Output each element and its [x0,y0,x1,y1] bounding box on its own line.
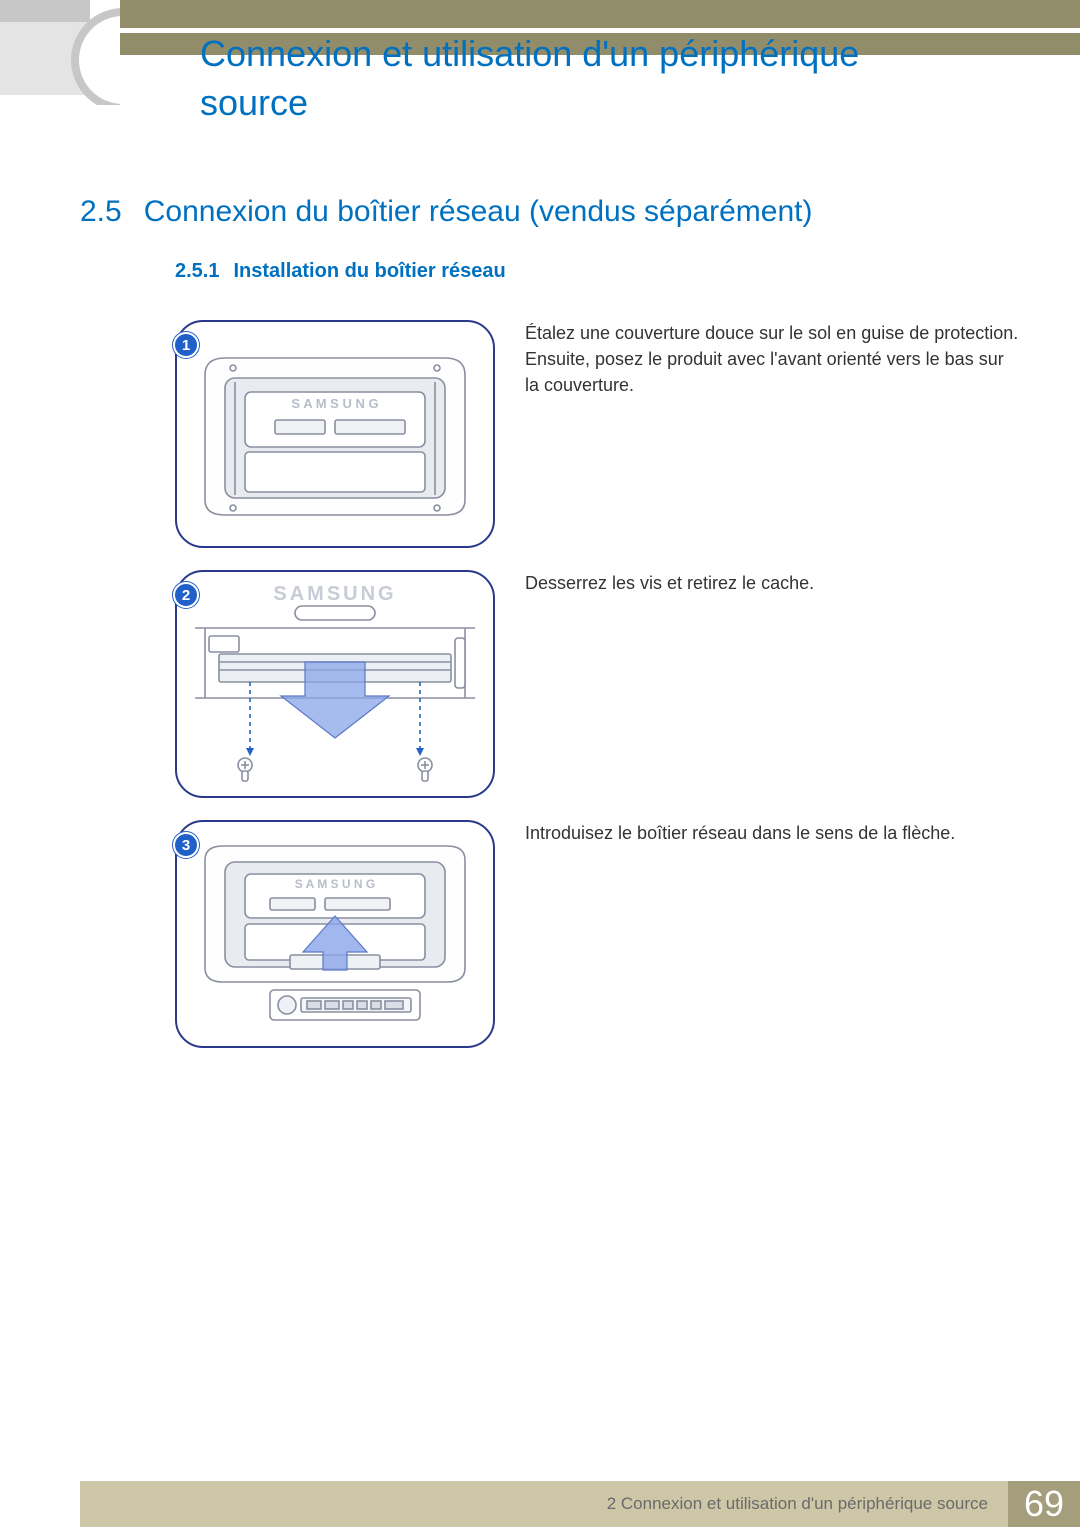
footer-text: 2 Connexion et utilisation d'un périphér… [80,1481,1008,1527]
figure-svg: SAMSUNG [175,570,495,798]
chapter-title: Connexion et utilisation d'un périphériq… [200,30,960,127]
step-text: Étalez une couverture douce sur le sol e… [525,320,1020,548]
step-figure: 1 S A M S U N G [175,320,495,548]
figure-svg: S A M S U N G [175,320,495,548]
corner-decoration [0,0,120,105]
section-title: Connexion du boîtier réseau (vendus sépa… [144,195,813,229]
step-badge: 1 [173,332,199,358]
figure-svg: S A M S U N G [175,820,495,1048]
section-row: 2.5 Connexion du boîtier réseau (vendus … [80,195,1020,229]
step-text: Introduisez le boîtier réseau dans le se… [525,820,1020,1048]
svg-text:SAMSUNG: SAMSUNG [273,583,396,605]
step-1: 1 S A M S U N G Étalez une couverture do… [175,320,1020,548]
subsection-row: 2.5.1 Installation du boîtier réseau [175,260,1020,283]
footer-page-number: 69 [1008,1481,1080,1527]
svg-text:S A M S U N G: S A M S U N G [295,877,375,891]
step-3: 3 S A M S U N G [175,820,1020,1048]
step-text: Desserrez les vis et retirez le cache. [525,570,1020,798]
subsection-number: 2.5.1 [175,260,219,283]
step-figure: 2 SAMSUNG [175,570,495,798]
step-figure: 3 S A M S U N G [175,820,495,1048]
step-badge: 3 [173,832,199,858]
step-2: 2 SAMSUNG [175,570,1020,798]
header-bar-top [120,0,1080,28]
subsection-title: Installation du boîtier réseau [233,260,505,283]
page-footer: 2 Connexion et utilisation d'un périphér… [80,1481,1080,1527]
section-number: 2.5 [80,195,122,229]
step-badge: 2 [173,582,199,608]
svg-text:S A M S U N G: S A M S U N G [291,396,378,411]
